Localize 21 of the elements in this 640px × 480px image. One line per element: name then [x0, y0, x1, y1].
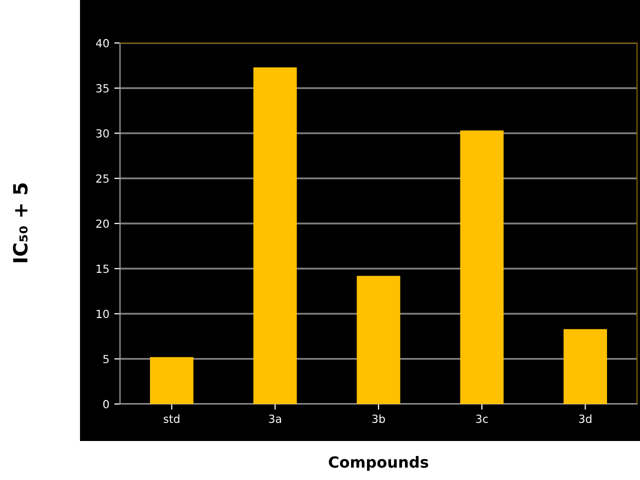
y-tick-label: 10: [96, 310, 109, 318]
x-tick-label: std: [164, 414, 180, 424]
x-axis-title: Compounds: [328, 456, 428, 471]
bar: [150, 357, 194, 404]
x-tick-label: 3d: [579, 414, 592, 424]
y-tick-label: 0: [103, 400, 109, 408]
bar: [460, 130, 504, 404]
bar: [253, 67, 297, 404]
y-tick-label: 40: [96, 38, 109, 48]
y-tick-label: 25: [96, 174, 109, 183]
y-tick-label: 30: [96, 129, 109, 138]
y-tick-label: 35: [96, 84, 109, 93]
y-tick-label: 5: [103, 354, 109, 364]
x-tick-label: 3c: [476, 414, 488, 424]
bar: [564, 329, 608, 404]
x-tick-label: 3b: [372, 414, 385, 424]
y-axis-title: IC₅₀ + 5: [12, 183, 28, 262]
bar: [356, 276, 400, 404]
y-tick-label: 15: [96, 264, 109, 274]
x-tick-label: 3a: [269, 414, 282, 424]
y-tick-label: 20: [96, 219, 109, 228]
